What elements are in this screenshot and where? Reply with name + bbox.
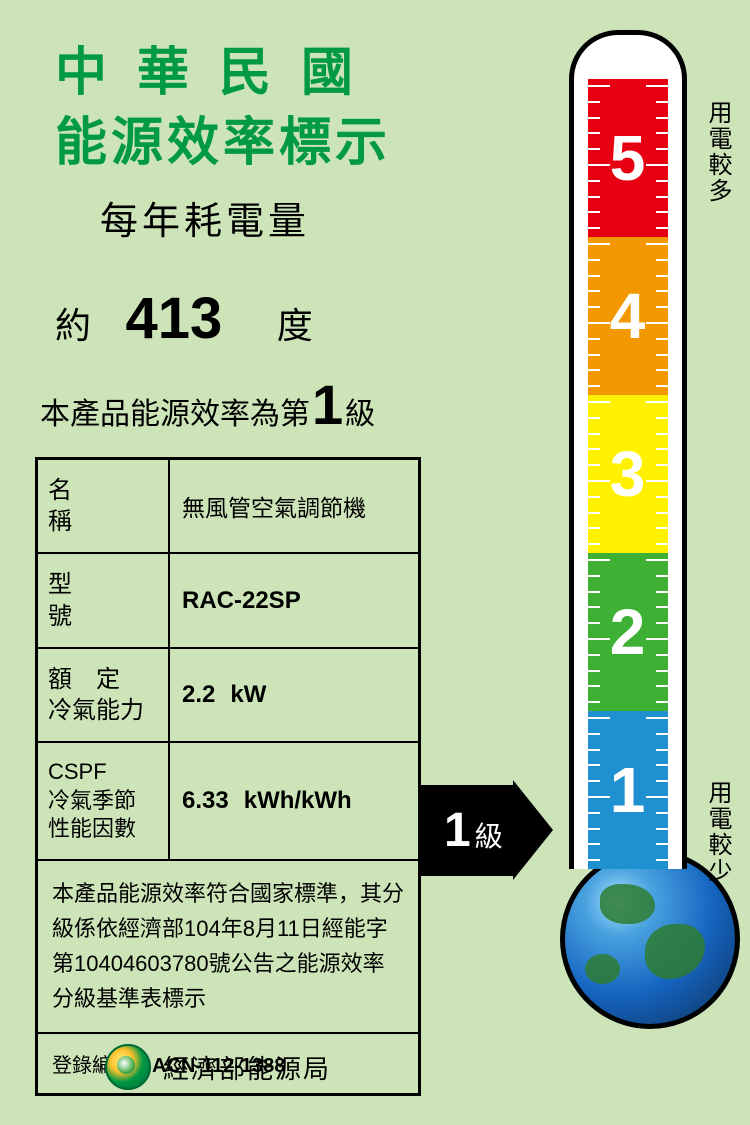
table-row: 額 定 冷氣能力 2.2 kW	[38, 649, 418, 743]
row-label-model: 型 號	[38, 554, 170, 646]
label-more-power: 用電較多	[700, 100, 735, 204]
label-less-power: 用電較少	[700, 780, 735, 884]
row-value-name: 無風管空氣調節機	[170, 460, 418, 552]
thermometer: 54321	[560, 30, 695, 1030]
arrow-tip-icon	[513, 780, 553, 880]
row-label-name: 名 稱	[38, 460, 170, 552]
issuer-name: 經濟部能源局	[163, 1049, 331, 1086]
thermometer-body: 54321	[569, 79, 687, 869]
bureau-logo-icon	[105, 1044, 151, 1090]
arrow-suffix: 級	[475, 815, 503, 855]
thermometer-ticks	[588, 79, 668, 869]
cspf-unit: kWh/kWh	[244, 787, 352, 815]
thermometer-cap	[569, 30, 687, 79]
table-row: CSPF 冷氣季節 性能因數 6.33 kWh/kWh	[38, 743, 418, 861]
arrow-body: 1 級	[420, 785, 513, 876]
grade-number: 1	[312, 372, 343, 437]
row-value-model: RAC-22SP	[170, 554, 418, 646]
table-row: 名 稱 無風管空氣調節機	[38, 460, 418, 554]
table-row: 型 號 RAC-22SP	[38, 554, 418, 648]
capacity-unit: kW	[230, 681, 266, 709]
row-value-cspf: 6.33 kWh/kWh	[170, 743, 418, 859]
capacity-number: 2.2	[182, 681, 215, 709]
usage-value: 413	[125, 286, 222, 351]
compliance-note: 本產品能源效率符合國家標準，其分級係依經濟部104年8月11日經能字第10404…	[38, 861, 418, 1034]
footer: 經濟部能源局	[105, 1044, 331, 1090]
grade-arrow: 1 級	[420, 780, 553, 880]
usage-unit: 度	[277, 305, 313, 346]
row-label-capacity: 額 定 冷氣能力	[38, 649, 170, 741]
cspf-number: 6.33	[182, 787, 229, 815]
row-label-cspf: CSPF 冷氣季節 性能因數	[38, 743, 170, 859]
approx-label: 約	[55, 305, 91, 346]
grade-suffix: 級	[345, 389, 375, 433]
grade-prefix: 本產品能源效率為第	[40, 389, 310, 433]
arrow-number: 1	[444, 803, 471, 858]
spec-table: 名 稱 無風管空氣調節機 型 號 RAC-22SP 額 定 冷氣能力 2.2 k…	[35, 457, 421, 1096]
row-value-capacity: 2.2 kW	[170, 649, 418, 741]
